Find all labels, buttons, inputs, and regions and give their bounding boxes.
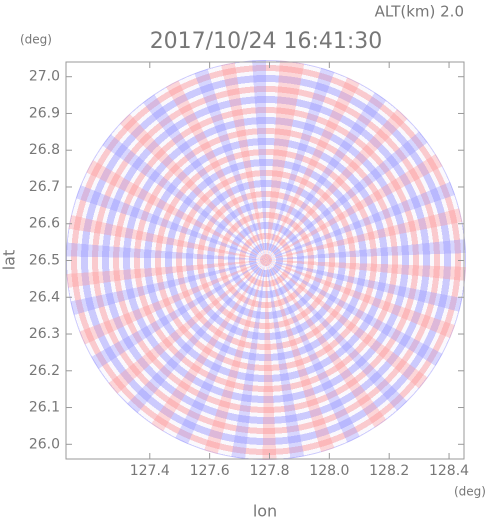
x-tick-label: 127.4 (130, 463, 170, 479)
x-tick-label: 128.4 (429, 463, 469, 479)
x-axis-label: lon (253, 502, 277, 521)
y-tick-label: 26.6 (29, 216, 60, 232)
x-unit: (deg) (454, 485, 486, 499)
x-tick-label: 128.0 (309, 463, 349, 479)
y-tick-label: 26.5 (29, 253, 60, 269)
y-axis-label: lat (0, 250, 19, 271)
y-tick-label: 26.1 (29, 400, 60, 416)
y-tick-label: 26.3 (29, 326, 60, 342)
x-tick-label: 127.6 (190, 463, 230, 479)
y-unit: (deg) (20, 33, 52, 47)
y-tick-label: 26.9 (29, 105, 60, 121)
y-tick-label: 26.7 (29, 179, 60, 195)
plot-frame (65, 61, 465, 460)
y-tick-label: 27.0 (29, 69, 60, 85)
y-tick-label: 26.2 (29, 363, 60, 379)
altitude-label: ALT(km) 2.0 (375, 3, 464, 21)
y-tick-label: 26.8 (29, 142, 60, 158)
chart-title: 2017/10/24 16:41:30 (150, 29, 383, 54)
y-tick-label: 26.0 (29, 436, 60, 452)
x-tick-label: 127.8 (249, 463, 289, 479)
radar-echo-disc (66, 60, 466, 460)
y-tick-label: 26.4 (29, 289, 60, 305)
x-tick-label: 128.2 (369, 463, 409, 479)
